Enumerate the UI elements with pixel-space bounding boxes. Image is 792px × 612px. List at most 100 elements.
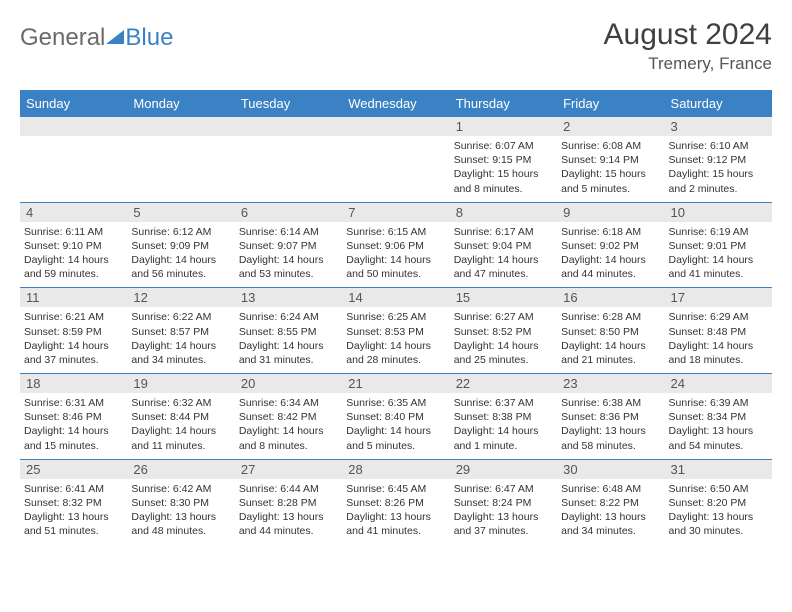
day-number [20,117,127,136]
day-info: Sunrise: 6:22 AMSunset: 8:57 PMDaylight:… [131,310,230,367]
calendar-cell: 1Sunrise: 6:07 AMSunset: 9:15 PMDaylight… [450,117,557,202]
calendar-cell: 31Sunrise: 6:50 AMSunset: 8:20 PMDayligh… [665,460,772,545]
calendar-cell: 4Sunrise: 6:11 AMSunset: 9:10 PMDaylight… [20,203,127,288]
daylight-text: Daylight: 14 hours and 59 minutes. [24,253,123,281]
daylight-text: Daylight: 14 hours and 1 minute. [454,424,553,452]
day-number: 27 [235,460,342,479]
daylight-text: Daylight: 13 hours and 41 minutes. [346,510,445,538]
sunset-text: Sunset: 8:57 PM [131,325,230,339]
daylight-text: Daylight: 14 hours and 18 minutes. [669,339,768,367]
weekday-header: Sunday [20,92,127,116]
calendar-cell: 9Sunrise: 6:18 AMSunset: 9:02 PMDaylight… [557,203,664,288]
weekday-header: Saturday [665,92,772,116]
day-number: 24 [665,374,772,393]
sunset-text: Sunset: 8:20 PM [669,496,768,510]
sunset-text: Sunset: 9:15 PM [454,153,553,167]
calendar-cell: 23Sunrise: 6:38 AMSunset: 8:36 PMDayligh… [557,374,664,459]
day-number: 4 [20,203,127,222]
sunrise-text: Sunrise: 6:15 AM [346,225,445,239]
day-info: Sunrise: 6:08 AMSunset: 9:14 PMDaylight:… [561,139,660,196]
sunrise-text: Sunrise: 6:37 AM [454,396,553,410]
sunrise-text: Sunrise: 6:07 AM [454,139,553,153]
weekday-header: Tuesday [235,92,342,116]
day-number: 11 [20,288,127,307]
daylight-text: Daylight: 14 hours and 15 minutes. [24,424,123,452]
calendar-cell: 30 Sunrise: 6:48 AMSunset: 8:22 PMDayligh… [557,460,664,545]
calendar-cell: 20Sunrise: 6:34 AMSunset: 8:42 PMDayligh… [235,374,342,459]
day-number: 20 [235,374,342,393]
daylight-text: Daylight: 13 hours and 30 minutes. [669,510,768,538]
calendar-cell [20,117,127,202]
calendar-cell: 16Sunrise: 6:28 AMSunset: 8:50 PMDayligh… [557,288,664,373]
sunrise-text: Sunrise: 6:18 AM [561,225,660,239]
daylight-text: Daylight: 14 hours and 47 minutes. [454,253,553,281]
daylight-text: Daylight: 14 hours and 34 minutes. [131,339,230,367]
sunset-text: Sunset: 8:28 PM [239,496,338,510]
location-label: Tremery, France [604,54,772,74]
sunrise-text: Sunrise: 6:39 AM [669,396,768,410]
calendar-cell: 15Sunrise: 6:27 AMSunset: 8:52 PMDayligh… [450,288,557,373]
calendar-cell: 3Sunrise: 6:10 AMSunset: 9:12 PMDaylight… [665,117,772,202]
sunset-text: Sunset: 8:36 PM [561,410,660,424]
calendar-cell [235,117,342,202]
day-number: 21 [342,374,449,393]
sunrise-text: Sunrise: 6:45 AM [346,482,445,496]
sunrise-text: Sunrise: 6:10 AM [669,139,768,153]
day-info: Sunrise: 6:31 AMSunset: 8:46 PMDaylight:… [24,396,123,453]
weeks-container: 1 Sunrise: 6:07 AMSunset: 9:15 PM Daylight… [20,116,772,544]
daylight-text: Daylight: 13 hours and 58 minutes. [561,424,660,452]
sunset-text: Sunset: 8:30 PM [131,496,230,510]
weekday-header: Wednesday [342,92,449,116]
daylight-text: Daylight: 14 hours and 21 minutes. [561,339,660,367]
day-info: Sunrise: 6:25 AMSunset: 8:53 PMDaylight:… [346,310,445,367]
calendar-cell: 17 Sunrise: 6:29 AMSunset: 8:48 PMDayligh… [665,288,772,373]
sunset-text: Sunset: 8:42 PM [239,410,338,424]
day-number: 14 [342,288,449,307]
page-header: General Blue August 2024 Tremery, France [20,18,772,74]
daylight-text: Daylight: 14 hours and 41 minutes. [669,253,768,281]
day-number: 17 [665,288,772,307]
sunrise-text: Sunrise: 6:12 AM [131,225,230,239]
day-info: Sunrise: 6:35 AMSunset: 8:40 PMDaylight:… [346,396,445,453]
day-number: 1 [450,117,557,136]
day-number: 5 [127,203,234,222]
day-number: 13 [235,288,342,307]
calendar-cell: 29Sunrise: 6:47 AMSunset: 8:24 PMDayligh… [450,460,557,545]
day-number: 30 [557,460,664,479]
sunrise-text: Sunrise: 6:19 AM [669,225,768,239]
day-number: 6 [235,203,342,222]
calendar-cell: 11Sunrise: 6:21 AMSunset: 8:59 PMDayligh… [20,288,127,373]
day-number: 28 [342,460,449,479]
day-number: 31 [665,460,772,479]
sunrise-text: Sunrise: 6:27 AM [454,310,553,324]
sunset-text: Sunset: 9:07 PM [239,239,338,253]
day-number: 19 [127,374,234,393]
calendar: Sunday Monday Tuesday Wednesday Thursday… [20,90,772,544]
day-number: 15 [450,288,557,307]
daylight-text: Daylight: 13 hours and 34 minutes. [561,510,660,538]
day-info: Sunrise: 6:42 AMSunset: 8:30 PMDaylight:… [131,482,230,539]
sunrise-text: Sunrise: 6:28 AM [561,310,660,324]
day-info: Sunrise: 6:37 AMSunset: 8:38 PMDaylight:… [454,396,553,453]
daylight-text: Daylight: 14 hours and 11 minutes. [131,424,230,452]
sunrise-text: Sunrise: 6:29 AM [669,310,768,324]
day-info: Sunrise: 6:38 AMSunset: 8:36 PMDaylight:… [561,396,660,453]
sunset-text: Sunset: 8:48 PM [669,325,768,339]
day-info: Sunrise: 6:19 AMSunset: 9:01 PMDaylight:… [669,225,768,282]
calendar-cell: 7Sunrise: 6:15 AMSunset: 9:06 PMDaylight… [342,203,449,288]
day-info: Sunrise: 6:48 AMSunset: 8:22 PMDaylight:… [561,482,660,539]
day-number: 18 [20,374,127,393]
day-info: Sunrise: 6:12 AMSunset: 9:09 PMDaylight:… [131,225,230,282]
calendar-week: 4Sunrise: 6:11 AMSunset: 9:10 PMDaylight… [20,202,772,288]
day-info: Sunrise: 6:10 AMSunset: 9:12 PMDaylight:… [669,139,768,196]
sunrise-text: Sunrise: 6:41 AM [24,482,123,496]
sunrise-text: Sunrise: 6:42 AM [131,482,230,496]
brand-part2: Blue [125,24,173,52]
sunset-text: Sunset: 8:40 PM [346,410,445,424]
triangle-icon [106,30,124,44]
calendar-cell: 10Sunrise: 6:19 AMSunset: 9:01 PMDayligh… [665,203,772,288]
day-number: 2 [557,117,664,136]
day-number: 8 [450,203,557,222]
day-info: Sunrise: 6:32 AMSunset: 8:44 PMDaylight:… [131,396,230,453]
day-number: 7 [342,203,449,222]
